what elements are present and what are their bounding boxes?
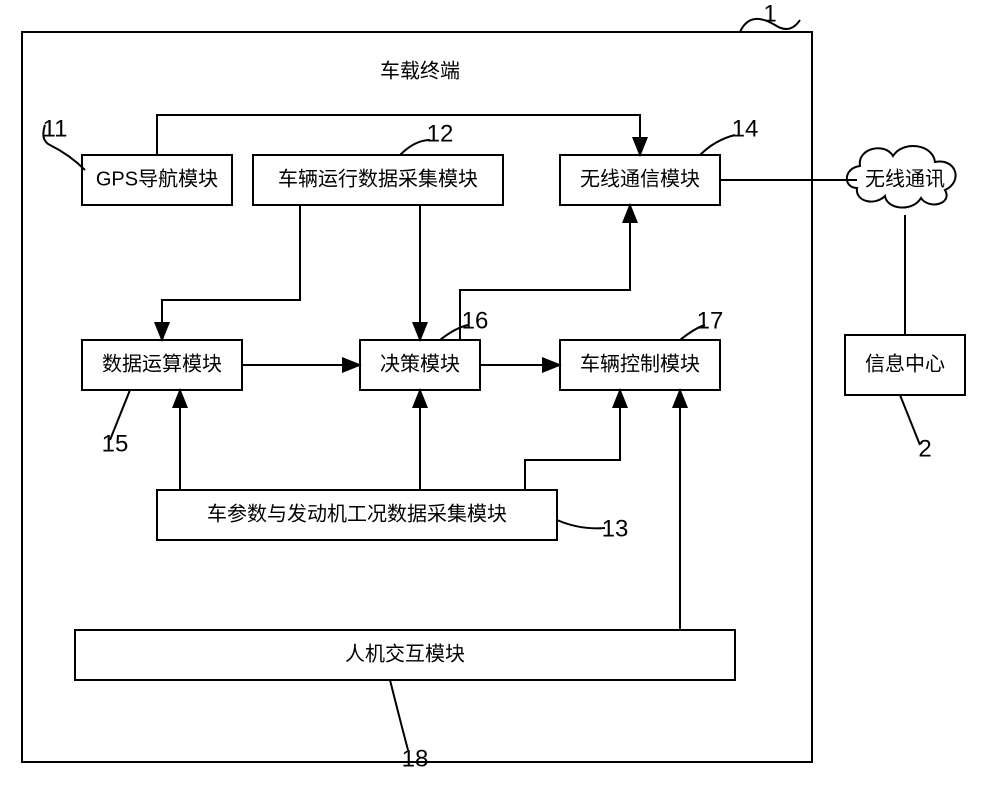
leader-num-2: 2 [918,435,931,462]
leader-num-16: 16 [462,307,489,334]
node-label-n13: 车参数与发动机工况数据采集模块 [207,502,507,525]
node-label-n16: 决策模块 [380,352,460,375]
leader-num-13: 13 [602,515,629,542]
node-label-n15: 数据运算模块 [102,352,222,375]
leader-num-18: 18 [402,745,429,772]
node-label-n17: 车辆控制模块 [580,352,700,375]
cloud-label: 无线通讯 [865,167,945,190]
leader-num-15: 15 [102,430,129,457]
node-label-n12: 车辆运行数据采集模块 [278,167,478,190]
node-label-n14: 无线通信模块 [580,167,700,190]
leader-num-17: 17 [697,307,724,334]
leader-num-1: 1 [763,0,776,27]
leader-num-12: 12 [427,120,454,147]
node-label-n18: 人机交互模块 [345,642,465,665]
title-text: 车载终端 [380,59,460,82]
leader-line-2 [900,395,920,445]
diagram-canvas: 车载终端 GPS导航模块 车辆运行数据采集模块 无线通信模块数据运算模块 决策模块 车辆控… [0,0,1000,809]
leader-num-11: 11 [43,115,68,142]
node-label-n11: GPS导航模块 [96,167,218,190]
node-label-info_center: 信息中心 [865,352,945,375]
leader-num-14: 14 [732,115,759,142]
